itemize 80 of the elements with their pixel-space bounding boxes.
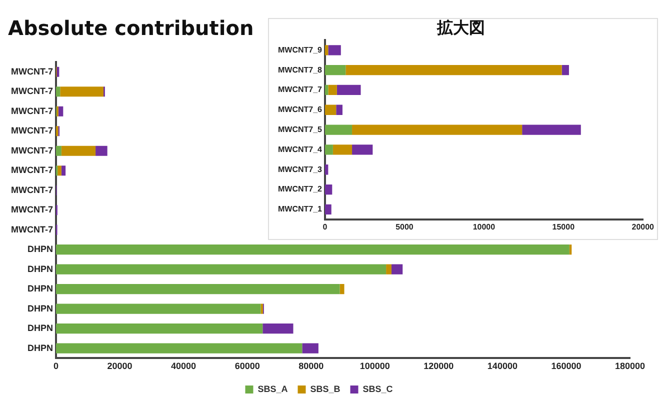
y-tick-label: MWCNT7_5 (278, 125, 323, 134)
y-tick-label: MWCNT7_8 (278, 65, 323, 74)
bar (391, 264, 403, 274)
bar (325, 184, 332, 195)
bar (56, 146, 62, 156)
x-tick-label: 15000 (552, 222, 576, 232)
x-tick-label: 20000 (107, 361, 132, 372)
bar (56, 284, 340, 294)
x-tick-label: 160000 (551, 361, 582, 372)
bar (325, 104, 336, 115)
bar (352, 124, 522, 135)
y-tick-label: MWCNT7_3 (278, 164, 323, 174)
x-tick-label: 140000 (487, 361, 518, 372)
bar (352, 144, 373, 155)
y-tick-label: MWCNT-7 (10, 86, 53, 96)
y-tick-label: MWCNT-7 (10, 145, 53, 156)
x-tick-label: 80000 (298, 361, 324, 372)
x-tick-label: 100000 (360, 361, 390, 372)
y-tick-label: DHPN (27, 303, 53, 314)
bar (386, 264, 392, 274)
x-tick-label: 20000 (632, 222, 655, 232)
bar (325, 204, 332, 215)
y-tick-label: DHPN (27, 264, 53, 274)
y-tick-label: MWCNT-7 (10, 66, 53, 76)
y-tick-label: MWCNT7_2 (278, 184, 323, 194)
bar (56, 324, 263, 334)
bar (96, 146, 108, 156)
bar (56, 86, 60, 97)
bar (56, 304, 261, 314)
y-tick-label: DHPN (27, 244, 53, 254)
x-tick-label: 10000 (472, 222, 496, 232)
y-tick-label: MWCNT-7 (10, 165, 53, 176)
y-tick-label: MWCNT7_6 (278, 105, 323, 114)
y-tick-label: DHPN (27, 284, 53, 294)
bar (325, 144, 333, 155)
bar (60, 86, 104, 97)
bar (522, 124, 581, 135)
x-tick-label: 5000 (396, 222, 414, 232)
y-tick-label: MWCNT7_4 (278, 144, 323, 154)
legend-label: SBS_B (310, 384, 341, 394)
bar (58, 166, 62, 176)
y-tick-label: MWCNT7_7 (278, 85, 323, 94)
x-tick-label: 60000 (234, 361, 260, 372)
bar (328, 45, 341, 56)
bar (325, 124, 352, 135)
y-tick-label: MWCNT-7 (10, 106, 53, 116)
bar (56, 244, 570, 255)
y-tick-label: MWCNT-7 (10, 204, 53, 215)
legend-label: SBS_A (258, 384, 288, 394)
bar (336, 84, 361, 96)
y-tick-label: DHPN (27, 323, 53, 334)
x-tick-label: 120000 (424, 361, 454, 372)
bar (56, 343, 302, 354)
bar (61, 146, 96, 156)
y-tick-label: MWCNT7_1 (278, 204, 323, 214)
legend-label: SBS_C (362, 384, 394, 394)
chart-title: Absolute contribution (8, 16, 254, 40)
bar (58, 106, 64, 116)
x-tick-label: 40000 (171, 361, 196, 372)
bar (325, 64, 346, 76)
chart-title: 拡大図 (436, 18, 485, 37)
bar (56, 264, 386, 274)
y-tick-label: MWCNT-7 (10, 184, 53, 195)
x-tick-label: 0 (53, 361, 58, 372)
bar (262, 324, 294, 334)
y-tick-label: MWCNT-7 (10, 126, 53, 136)
bar (346, 64, 562, 76)
bar (61, 166, 66, 176)
bar (332, 144, 352, 155)
bar (56, 66, 60, 77)
bar (340, 284, 344, 294)
bar (302, 343, 318, 354)
y-tick-label: MWCNT7_9 (278, 45, 323, 54)
x-tick-label: 0 (322, 222, 328, 232)
y-tick-label: MWCNT-7 (10, 224, 53, 234)
bar (328, 84, 337, 96)
x-tick-label: 180000 (614, 361, 646, 372)
bar (562, 64, 569, 76)
y-tick-label: DHPN (27, 342, 53, 353)
bar (336, 104, 342, 115)
